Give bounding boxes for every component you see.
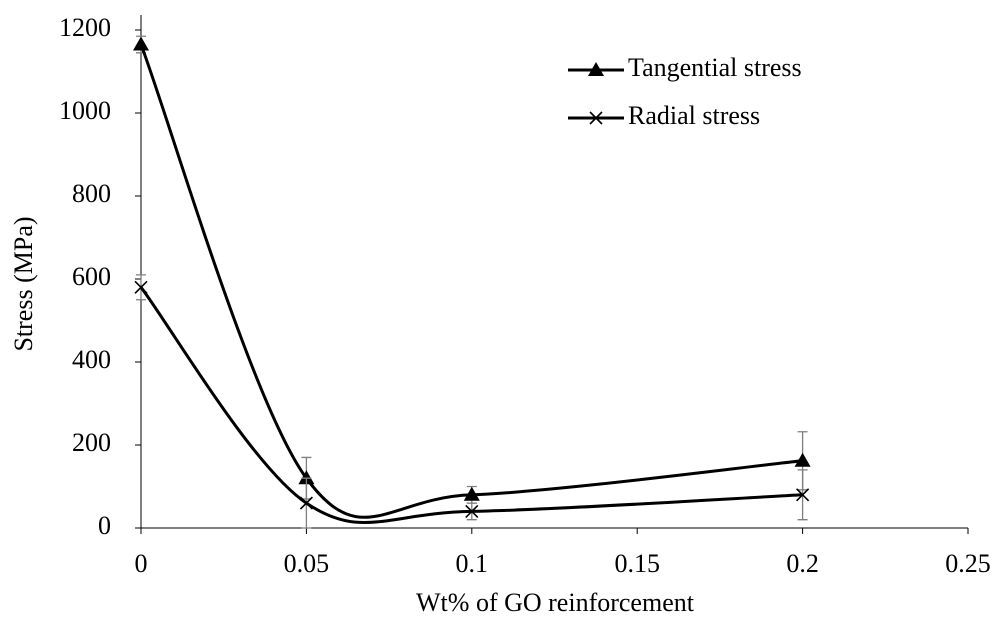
x-tick-label: 0.05 [284,549,330,578]
x-tick-label: 0.15 [614,549,660,578]
y-tick-label: 400 [72,345,111,374]
marker [465,504,479,518]
marker [299,496,313,510]
y-tick-label: 200 [72,428,111,457]
series-line [139,286,803,524]
x-tick-label: 0.2 [786,549,819,578]
legend-label: Tangential stress [628,53,802,82]
marker [463,486,480,501]
marker [794,452,811,467]
series-line [139,43,803,519]
marker [298,470,315,485]
y-tick-label: 1200 [59,13,111,42]
legend-marker [588,62,604,76]
y-tick-label: 1000 [59,96,111,125]
legend-marker [589,111,603,125]
x-tick-label: 0.1 [456,549,489,578]
marker [134,280,148,294]
y-tick-label: 600 [72,262,111,291]
marker [796,488,810,502]
x-tick-label: 0 [135,549,148,578]
x-axis-label: Wt% of GO reinforcement [416,588,695,617]
legend-label: Radial stress [628,101,760,130]
y-tick-label: 800 [72,179,111,208]
y-axis-label: Stress (MPa) [9,216,38,351]
x-tick-label: 0.25 [945,549,991,578]
y-tick-label: 0 [98,511,111,540]
marker [133,36,149,51]
